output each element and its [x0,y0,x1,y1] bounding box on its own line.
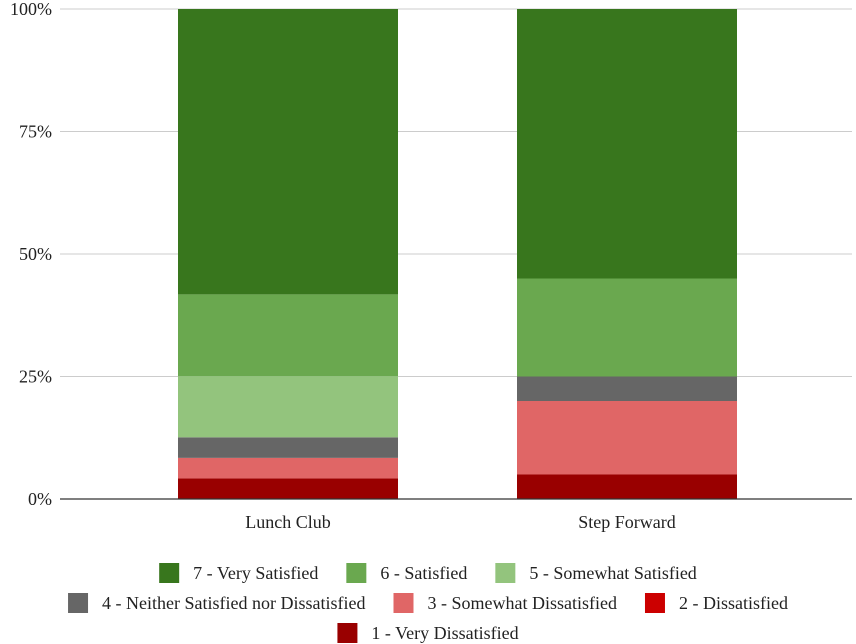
x-category-label: Lunch Club [245,512,331,532]
legend-label: 7 - Very Satisfied [193,563,318,583]
y-tick-label: 50% [19,244,52,264]
legend-swatch [393,593,414,613]
bar-segment [178,478,398,499]
legend-swatch [159,563,180,583]
y-tick-label: 25% [19,367,52,387]
bars [178,9,737,499]
x-axis-category-labels: Lunch Club Step Forward [245,512,676,532]
y-tick-label: 100% [10,0,52,19]
bar-segment [178,437,398,458]
bar-segment [517,376,737,401]
legend-label: 4 - Neither Satisfied nor Dissatisfied [102,593,365,613]
bar-segment [517,278,737,377]
legend-swatch [644,593,665,613]
legend-swatch [495,563,516,583]
bar-segment [517,9,737,279]
bar-segment [178,9,398,295]
legend-label: 6 - Satisfied [380,563,467,583]
bar-segment [517,474,737,499]
x-category-label: Step Forward [578,512,676,532]
legend-label: 2 - Dissatisfied [679,593,788,613]
legend: 7 - Very Satisfied 6 - Satisfied 5 - Somew… [68,563,788,643]
bar-segment [178,457,398,479]
legend-swatch [346,563,367,583]
bar-segment [178,376,398,438]
bar-segment [517,401,737,475]
legend-label: 3 - Somewhat Dissatisfied [427,593,616,613]
legend-swatch [337,623,358,643]
y-axis-tick-labels: 0% 25% 50% 75% 100% [10,0,52,509]
y-tick-label: 75% [19,122,52,142]
legend-label: 5 - Somewhat Satisfied [529,563,696,583]
legend-label: 1 - Very Dissatisfied [371,623,518,643]
y-tick-label: 0% [28,489,52,509]
bar-segment [178,294,398,377]
legend-swatch [68,593,89,613]
